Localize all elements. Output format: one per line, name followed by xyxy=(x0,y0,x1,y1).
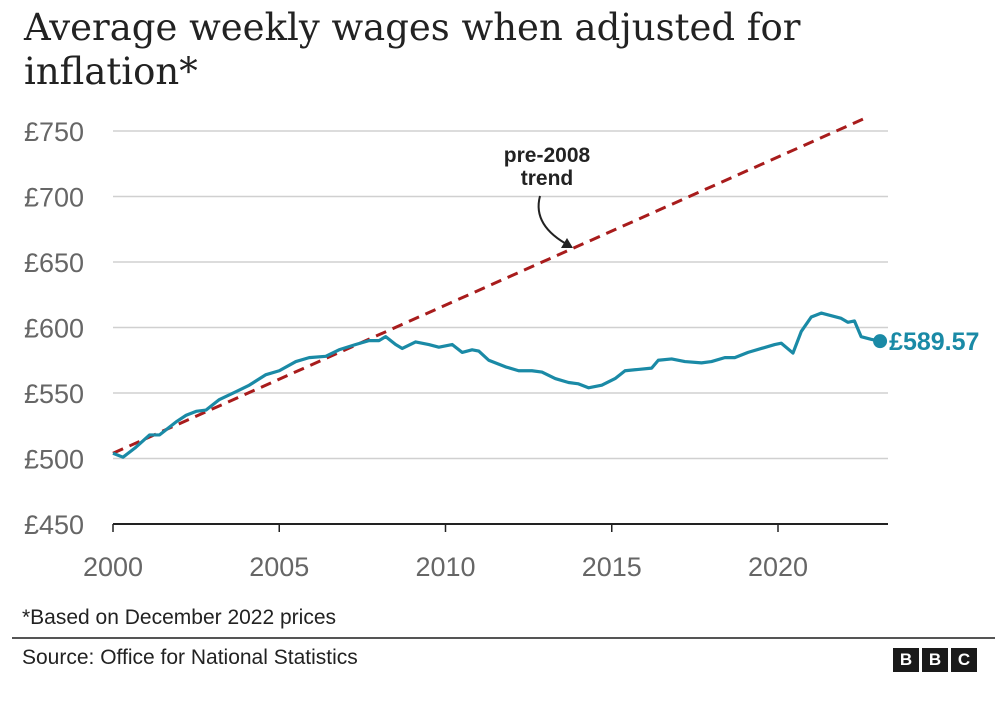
y-tick-label: £600 xyxy=(24,314,84,344)
y-tick-label: £500 xyxy=(24,445,84,475)
x-tick-label: 2000 xyxy=(83,552,143,582)
arrow-head-icon xyxy=(561,238,573,248)
end-value-label: £589.57 xyxy=(889,328,979,356)
y-tick-label: £550 xyxy=(24,379,84,409)
logo-letter: C xyxy=(951,648,977,672)
x-tick-label: 2005 xyxy=(249,552,309,582)
x-tick-label: 2010 xyxy=(415,552,475,582)
footnote: *Based on December 2022 prices xyxy=(22,606,337,629)
trend-annotation: pre-2008 trend xyxy=(504,144,591,248)
pre-2008-trend-line xyxy=(112,115,869,455)
chart-title: Average weekly wages when adjusted for i… xyxy=(24,6,801,93)
logo-letter: B xyxy=(922,648,948,672)
logo-letter: B xyxy=(893,648,919,672)
source-text: Source: Office for National Statistics xyxy=(22,646,358,669)
divider xyxy=(12,637,995,639)
x-tick-label: 2015 xyxy=(582,552,642,582)
annotation-line1: pre-2008 xyxy=(504,144,591,167)
bbc-logo: B B C xyxy=(893,648,977,672)
y-tick-label: £750 xyxy=(24,117,84,147)
y-tick-label: £650 xyxy=(24,248,84,278)
wages-line xyxy=(112,311,881,459)
annotation-arrow xyxy=(537,195,571,247)
annotation-line2: trend xyxy=(521,167,574,190)
end-point-marker xyxy=(873,334,888,349)
y-tick-label: £700 xyxy=(24,183,84,213)
y-tick-label: £450 xyxy=(24,510,84,540)
x-tick-label: 2020 xyxy=(748,552,808,582)
